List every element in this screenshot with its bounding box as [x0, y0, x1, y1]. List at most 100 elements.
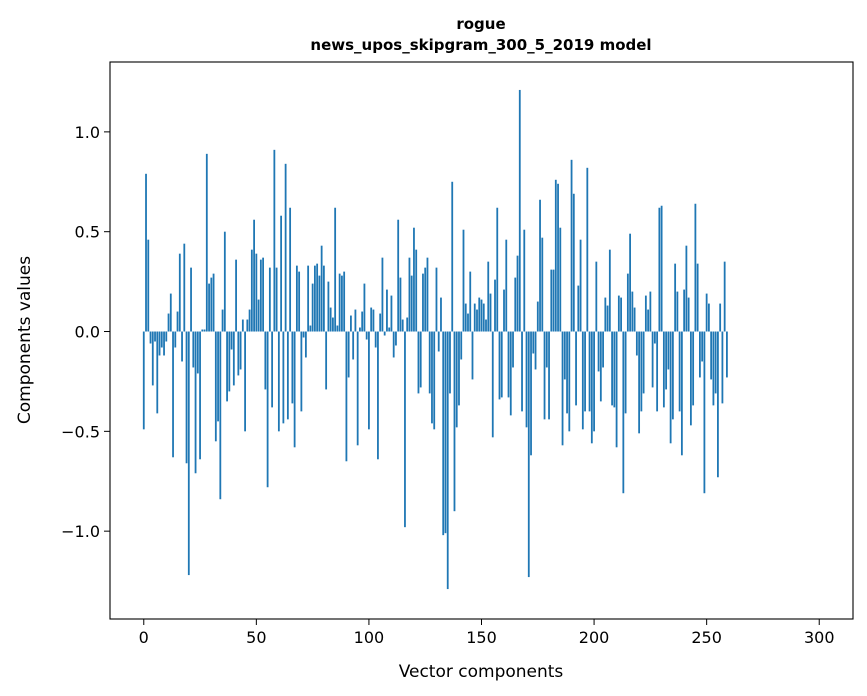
- x-tick-label: 150: [466, 628, 497, 647]
- bar: [196, 331, 199, 374]
- bar: [190, 267, 192, 332]
- bar: [507, 331, 510, 398]
- bar: [606, 305, 609, 332]
- bar: [388, 327, 391, 332]
- bar: [253, 219, 255, 332]
- bar: [703, 331, 706, 494]
- y-tick-label: 0.0: [75, 323, 100, 342]
- bar: [518, 89, 521, 332]
- bar: [489, 293, 492, 332]
- bar: [665, 331, 668, 390]
- bar: [284, 163, 287, 332]
- bar: [244, 331, 246, 432]
- bar: [268, 267, 271, 332]
- bar: [689, 331, 692, 426]
- bar: [199, 331, 201, 460]
- bar: [685, 245, 688, 332]
- bar: [350, 315, 352, 332]
- bar: [291, 331, 294, 404]
- chart-subtitle: news_upos_skipgram_300_5_2019 model: [310, 36, 651, 54]
- bar: [586, 167, 589, 332]
- bar: [332, 317, 334, 332]
- bar: [334, 207, 337, 332]
- bar: [210, 277, 213, 332]
- bar: [320, 245, 323, 332]
- bar: [726, 331, 728, 378]
- bar: [383, 331, 386, 336]
- bar: [428, 331, 431, 394]
- bar: [683, 289, 686, 332]
- bar: [435, 267, 438, 332]
- bar: [723, 261, 726, 332]
- bar: [424, 267, 427, 332]
- bar: [534, 331, 537, 370]
- bar: [611, 331, 613, 406]
- bar: [309, 325, 312, 332]
- bar: [221, 309, 224, 332]
- bar: [590, 331, 593, 444]
- bar: [458, 331, 460, 406]
- bar: [545, 331, 548, 368]
- bar: [406, 317, 409, 332]
- bar: [640, 331, 643, 412]
- bar: [194, 331, 197, 474]
- bar: [480, 299, 483, 332]
- bar: [408, 257, 411, 332]
- bar: [719, 303, 722, 332]
- bar: [680, 331, 683, 456]
- bar: [699, 331, 701, 378]
- bar: [671, 331, 674, 420]
- bar: [629, 233, 631, 332]
- bar: [352, 331, 355, 360]
- bar: [525, 331, 528, 428]
- bar: [345, 331, 348, 462]
- bar: [250, 249, 253, 332]
- bar: [705, 293, 708, 332]
- bar: [669, 331, 672, 444]
- bar: [649, 291, 652, 332]
- bar: [557, 183, 559, 332]
- bar: [658, 207, 661, 332]
- bar: [203, 329, 206, 332]
- bar: [462, 229, 465, 332]
- bar: [271, 331, 274, 408]
- bar: [442, 331, 445, 536]
- bar: [476, 309, 478, 332]
- bar: [631, 291, 634, 332]
- bar: [282, 331, 285, 424]
- bar: [176, 311, 179, 332]
- y-tick-label: 1.0: [75, 123, 100, 142]
- bar: [550, 269, 553, 332]
- bar: [559, 227, 562, 332]
- bar: [674, 263, 677, 332]
- bar: [304, 331, 307, 358]
- bar: [516, 255, 519, 332]
- bar: [347, 331, 350, 378]
- bar: [257, 299, 260, 332]
- bar: [505, 239, 508, 332]
- bar: [246, 319, 249, 332]
- bar: [183, 243, 186, 332]
- bar: [617, 295, 620, 332]
- bar: [433, 331, 436, 430]
- bar: [622, 331, 625, 494]
- bar: [239, 331, 242, 370]
- bar: [469, 271, 472, 332]
- bar: [142, 331, 145, 430]
- bar: [491, 331, 494, 438]
- bar: [615, 331, 618, 448]
- bar: [543, 331, 546, 420]
- bar: [521, 331, 523, 412]
- bar: [620, 297, 622, 332]
- bar: [473, 303, 476, 332]
- bar: [311, 283, 314, 332]
- bar: [201, 329, 204, 332]
- bar: [460, 331, 463, 360]
- bar: [498, 331, 501, 400]
- bar: [687, 297, 690, 332]
- bar-series: [142, 89, 728, 590]
- bar: [208, 283, 210, 332]
- bar: [451, 181, 454, 332]
- bar: [241, 319, 244, 332]
- bar: [541, 237, 544, 332]
